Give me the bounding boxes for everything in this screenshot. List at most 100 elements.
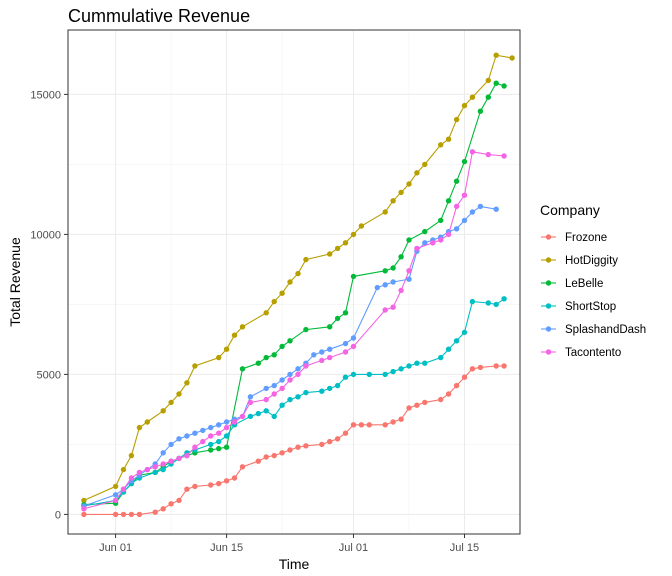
data-point-hotdiggity <box>358 223 365 229</box>
data-point-hotdiggity <box>287 279 293 285</box>
data-point-lebelle <box>422 228 428 235</box>
data-point-frozone <box>414 402 420 408</box>
data-point-hotdiggity <box>81 497 87 504</box>
data-point-shortstop <box>445 346 452 352</box>
data-point-tacontento <box>152 464 158 470</box>
legend-item-frozone: Frozone <box>541 232 607 244</box>
data-point-shortstop <box>327 385 333 392</box>
plot-border <box>67 29 521 535</box>
data-point-hotdiggity <box>390 198 396 204</box>
data-point-lebelle <box>263 354 269 361</box>
data-point-tacontento <box>247 399 254 406</box>
series-hotdiggity <box>81 52 515 504</box>
data-point-tacontento <box>128 475 135 481</box>
data-point-frozone <box>342 430 349 436</box>
data-point-frozone <box>406 405 412 411</box>
data-point-splashanddash <box>319 349 325 355</box>
data-point-frozone <box>239 464 246 470</box>
data-point-splashanddash <box>390 279 396 285</box>
x-tick-label: Jun 15 <box>210 542 243 554</box>
series-layer <box>81 52 515 518</box>
data-point-splashanddash <box>382 282 388 288</box>
data-point-tacontento <box>184 452 190 459</box>
data-point-hotdiggity <box>168 399 174 406</box>
data-point-hotdiggity <box>406 181 412 187</box>
axes: Jun 01 Jun 15 Jul 01 Jul 15 0 5000 10000 15000 <box>30 89 479 554</box>
data-point-lebelle <box>239 366 246 372</box>
y-tick-label: 15000 <box>30 89 61 101</box>
data-point-frozone <box>438 396 444 403</box>
data-point-shortstop <box>263 408 269 414</box>
series-tacontento <box>81 149 507 512</box>
plot-panel <box>68 30 520 534</box>
data-point-splashanddash <box>271 382 277 389</box>
data-point-frozone <box>263 454 269 460</box>
data-point-hotdiggity <box>469 94 476 100</box>
data-point-tacontento <box>453 203 460 210</box>
data-point-hotdiggity <box>342 240 349 246</box>
data-point-lebelle <box>398 254 404 260</box>
data-point-frozone <box>81 511 87 518</box>
data-point-hotdiggity <box>128 452 135 459</box>
data-point-shortstop <box>334 382 341 389</box>
y-tick-label: 10000 <box>30 229 61 241</box>
data-point-lebelle <box>208 447 214 453</box>
data-point-shortstop <box>279 402 285 408</box>
data-point-shortstop <box>247 413 254 420</box>
data-point-hotdiggity <box>223 346 230 352</box>
x-tick-label: Jul 15 <box>450 542 479 554</box>
data-point-lebelle <box>350 273 357 280</box>
data-point-frozone <box>350 422 357 428</box>
data-point-tacontento <box>430 240 436 246</box>
data-point-shortstop <box>485 300 491 306</box>
data-point-tacontento <box>398 287 404 294</box>
data-point-frozone <box>334 436 341 442</box>
data-point-frozone <box>231 475 238 481</box>
data-point-lebelle <box>493 80 499 86</box>
data-point-tacontento <box>136 469 143 476</box>
data-point-hotdiggity <box>461 102 468 109</box>
data-point-shortstop <box>216 438 222 445</box>
data-point-frozone <box>382 422 388 428</box>
data-point-tacontento <box>279 385 285 392</box>
data-point-lebelle <box>271 352 277 358</box>
data-point-hotdiggity <box>438 142 444 148</box>
data-point-tacontento <box>485 151 491 158</box>
data-point-frozone <box>366 422 372 428</box>
legend-item-shortstop: ShortStop <box>541 301 616 313</box>
data-point-hotdiggity <box>216 354 222 361</box>
data-point-frozone <box>128 511 135 518</box>
legend-label: LeBelle <box>565 278 603 290</box>
data-point-hotdiggity <box>398 189 404 196</box>
data-point-hotdiggity <box>493 52 499 58</box>
data-point-shortstop <box>350 371 357 378</box>
data-point-splashanddash <box>311 352 317 358</box>
data-point-shortstop <box>422 360 428 366</box>
series-frozone <box>81 363 507 518</box>
data-point-frozone <box>176 497 182 504</box>
data-point-shortstop <box>469 298 476 305</box>
data-point-frozone <box>469 366 476 372</box>
data-point-shortstop <box>287 396 293 403</box>
data-point-frozone <box>184 486 190 492</box>
data-point-lebelle <box>223 444 230 450</box>
legend-item-splashanddash: SplashandDash <box>541 324 646 336</box>
data-point-frozone <box>422 399 428 406</box>
data-point-frozone <box>136 511 143 518</box>
data-point-shortstop <box>208 441 214 448</box>
data-point-tacontento <box>271 391 277 397</box>
data-point-tacontento <box>208 433 214 439</box>
data-point-frozone <box>208 482 214 488</box>
data-point-splashanddash <box>422 240 428 246</box>
data-point-hotdiggity <box>485 77 491 84</box>
data-point-splashanddash <box>374 284 380 291</box>
data-point-hotdiggity <box>303 256 309 263</box>
data-point-hotdiggity <box>350 231 357 238</box>
series-line-hotdiggity <box>83 54 513 501</box>
data-point-splashanddash <box>493 206 499 212</box>
data-point-lebelle <box>453 178 460 184</box>
data-point-tacontento <box>414 245 420 252</box>
data-point-frozone <box>216 480 222 487</box>
data-point-splashanddash <box>176 436 182 442</box>
data-point-frozone <box>327 438 333 445</box>
